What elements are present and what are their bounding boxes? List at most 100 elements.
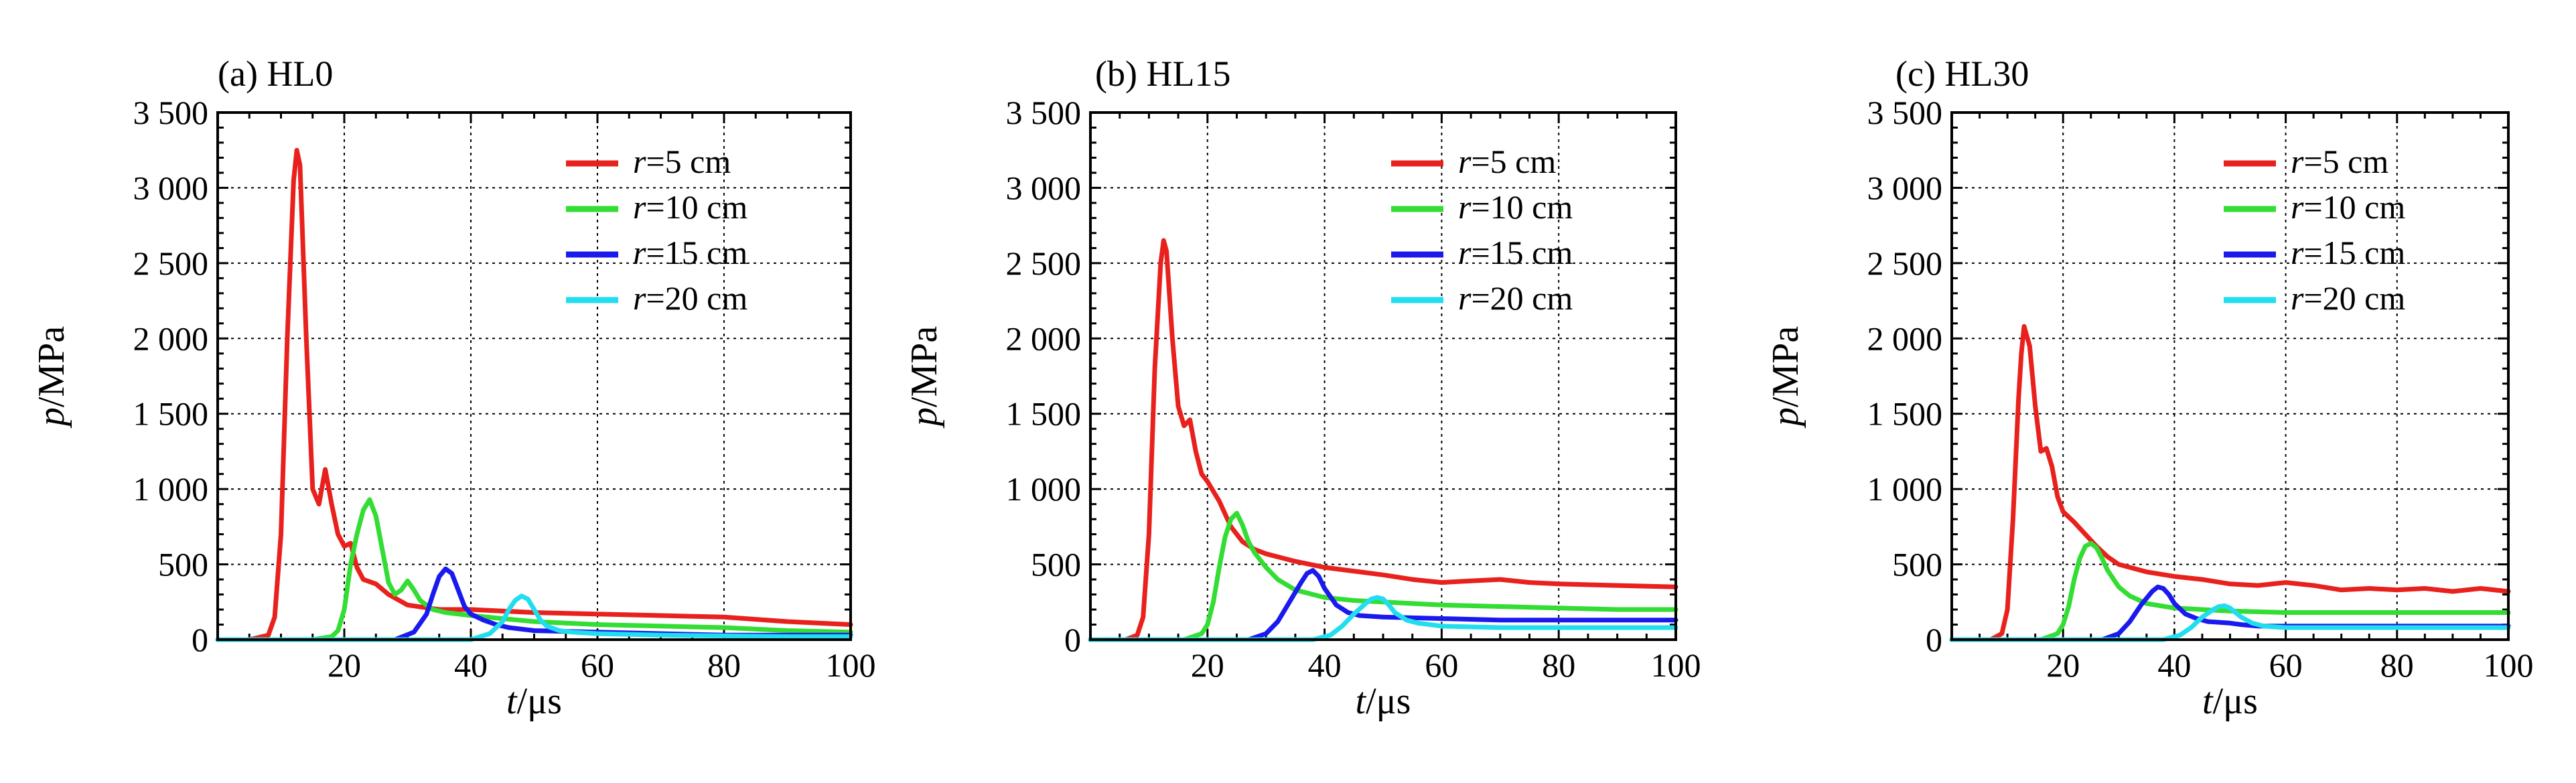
x-tick-label: 80	[1542, 646, 1575, 684]
series-line-2	[215, 497, 853, 642]
y-tick-label: 2 000	[1006, 319, 1082, 357]
legend-label-rest: =10 cm	[2303, 188, 2405, 226]
legend-label-rest: =15 cm	[2303, 234, 2405, 271]
legend-label-rest: =10 cm	[1471, 188, 1573, 226]
y-tick-label: 500	[1892, 546, 1942, 583]
x-tick-label: 100	[826, 646, 876, 684]
legend-label-rest: =15 cm	[646, 234, 747, 271]
x-tick-label: 20	[2046, 646, 2080, 684]
y-axis-title-rest: /MPa	[904, 326, 945, 407]
legend-label-rest: =5 cm	[1471, 143, 1556, 180]
y-tick-label: 3 500	[133, 94, 209, 131]
legend-label: r=15 cm	[1458, 234, 1573, 271]
legend-label: r=20 cm	[1458, 279, 1573, 317]
legend-label: r=10 cm	[633, 188, 747, 226]
y-tick-label: 3 500	[1867, 94, 1943, 131]
x-tick-label: 20	[328, 646, 361, 684]
y-axis-title-var: p	[1765, 407, 1806, 429]
legend-label-var: r	[1458, 234, 1472, 271]
series-line-4	[215, 593, 853, 642]
y-tick-label: 3 000	[1006, 169, 1082, 206]
y-tick-label: 2 000	[133, 319, 209, 357]
y-tick-label: 0	[1064, 621, 1081, 658]
y-tick-label: 0	[192, 621, 208, 658]
legend-label-var: r	[1458, 279, 1472, 317]
x-tick-label: 40	[1308, 646, 1342, 684]
y-tick-label: 1 500	[1867, 395, 1943, 433]
x-tick-label: 40	[2157, 646, 2191, 684]
legend-label-rest: =10 cm	[646, 188, 747, 226]
legend-label: r=5 cm	[633, 143, 731, 180]
series-line-1	[215, 147, 853, 642]
y-tick-label: 2 500	[133, 244, 209, 282]
x-axis-title: t/μs	[2202, 681, 2258, 722]
legend-label-var: r	[1458, 143, 1472, 180]
series-line-4	[1088, 595, 1678, 642]
x-axis-title-rest: /μs	[2213, 681, 2258, 722]
legend-label-var: r	[633, 188, 646, 226]
panel-title: (a) HL0	[218, 54, 333, 94]
series-line-3	[1088, 568, 1678, 642]
panel-title: (b) HL15	[1095, 54, 1230, 94]
y-axis-title: p/MPa	[1765, 326, 1806, 429]
y-tick-label: 500	[1031, 546, 1081, 583]
x-tick-label: 80	[707, 646, 741, 684]
series-line-4	[1949, 603, 2511, 642]
legend-label-var: r	[633, 143, 646, 180]
x-tick-label: 60	[2269, 646, 2303, 684]
y-axis-title-var: p	[31, 407, 72, 429]
x-tick-label: 60	[1425, 646, 1458, 684]
legend-label: r=5 cm	[1458, 143, 1556, 180]
legend-label: r=15 cm	[2291, 234, 2405, 271]
legend-label-rest: =20 cm	[646, 279, 747, 317]
legend-label: r=20 cm	[2291, 279, 2405, 317]
legend-label-var: r	[2291, 234, 2304, 271]
y-tick-label: 3 000	[133, 169, 209, 206]
y-tick-label: 2 000	[1867, 319, 1943, 357]
series-line-1	[1088, 238, 1678, 642]
y-tick-label: 1 000	[1006, 470, 1082, 508]
x-tick-label: 80	[2380, 646, 2414, 684]
x-tick-label: 100	[1651, 646, 1701, 684]
x-axis-title-var: t	[506, 681, 518, 722]
plot-frame	[216, 111, 852, 641]
y-tick-label: 1 000	[1867, 470, 1943, 508]
legend-label: r=5 cm	[2291, 143, 2388, 180]
x-axis-title-rest: /μs	[517, 681, 562, 722]
x-tick-label: 60	[581, 646, 614, 684]
panel-title: (c) HL30	[1895, 54, 2029, 94]
x-axis-title-rest: /μs	[1366, 681, 1411, 722]
y-tick-label: 1 500	[133, 395, 209, 433]
legend-label: r=10 cm	[2291, 188, 2405, 226]
legend-label: r=10 cm	[1458, 188, 1573, 226]
legend-label-var: r	[1458, 188, 1472, 226]
legend-label-var: r	[2291, 188, 2304, 226]
legend-label-var: r	[633, 234, 646, 271]
x-axis-title: t/μs	[506, 681, 562, 722]
x-axis-title-var: t	[1356, 681, 1367, 722]
legend-label: r=15 cm	[633, 234, 747, 271]
series-line-1	[1949, 324, 2511, 642]
y-tick-label: 500	[158, 546, 208, 583]
y-axis-title: p/MPa	[904, 326, 945, 429]
y-tick-label: 1 000	[133, 470, 209, 508]
legend-label: r=20 cm	[633, 279, 747, 317]
x-tick-label: 40	[454, 646, 488, 684]
x-tick-label: 100	[2484, 646, 2534, 684]
y-tick-label: 3 000	[1867, 169, 1943, 206]
plot-frame	[1950, 111, 2510, 641]
legend-label-var: r	[633, 279, 646, 317]
y-axis-title: p/MPa	[31, 326, 72, 429]
legend-label-var: r	[2291, 279, 2304, 317]
x-axis-title-var: t	[2202, 681, 2214, 722]
y-tick-label: 1 500	[1006, 395, 1082, 433]
y-tick-label: 2 500	[1867, 244, 1943, 282]
series-line-2	[1088, 510, 1678, 642]
y-tick-label: 0	[1926, 621, 1942, 658]
legend-label-rest: =20 cm	[1471, 279, 1573, 317]
legend-label-rest: =15 cm	[1471, 234, 1573, 271]
plot-frame	[1089, 111, 1677, 641]
x-tick-label: 20	[1191, 646, 1224, 684]
